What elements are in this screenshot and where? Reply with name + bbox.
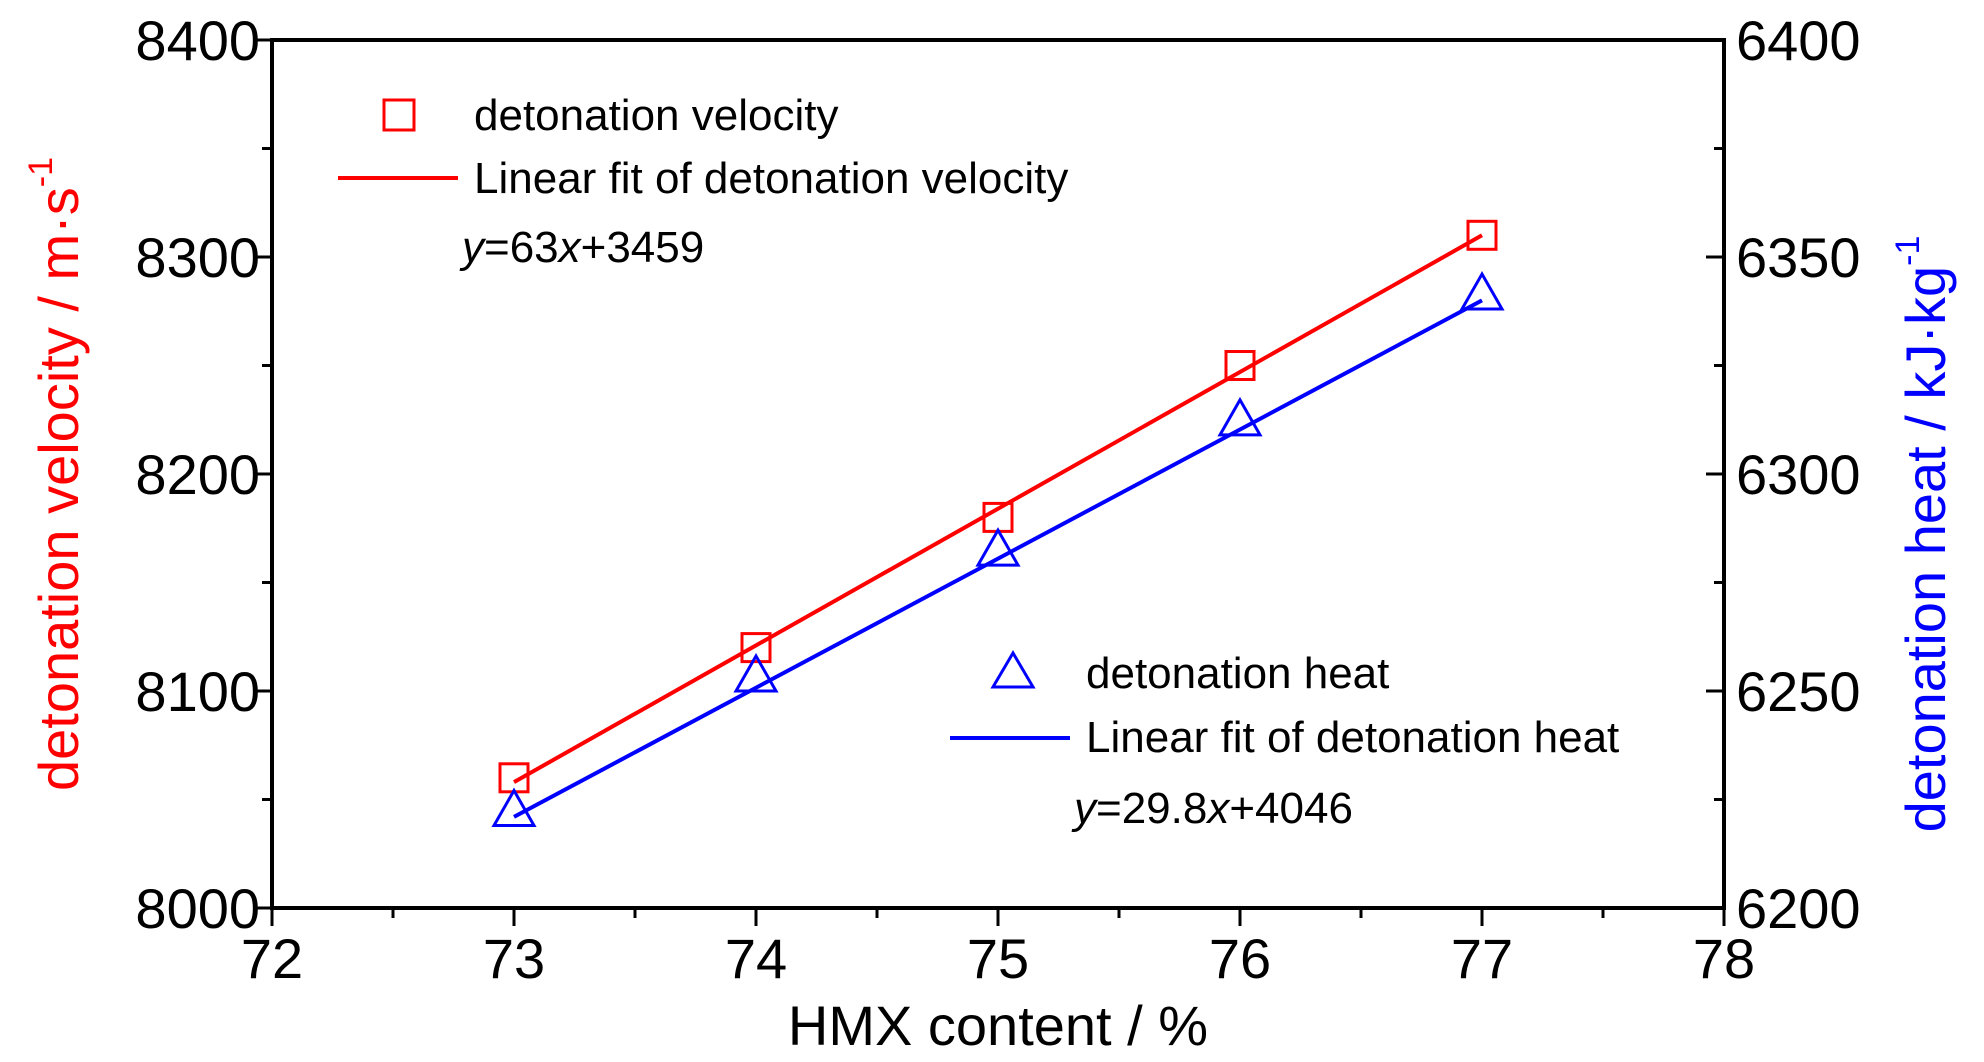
y-left-tick-label: 8100 bbox=[135, 660, 260, 723]
legend-label-velocity: detonation velocity bbox=[474, 91, 838, 140]
velocity-point bbox=[1224, 350, 1256, 381]
y-right-tick-label: 6250 bbox=[1736, 660, 1861, 723]
x-tick-label: 73 bbox=[483, 927, 545, 990]
y-left-axis-ticks: 8000 8100 8200 8300 8400 bbox=[135, 9, 272, 940]
x-tick-label: 72 bbox=[241, 927, 303, 990]
y-left-tick-label: 8000 bbox=[135, 877, 260, 940]
heat-point bbox=[1459, 271, 1505, 311]
x-tick-label: 78 bbox=[1693, 927, 1755, 990]
y-right-tick-label: 6350 bbox=[1736, 226, 1861, 289]
legend-square-marker bbox=[382, 98, 416, 132]
y-left-axis-title-main: detonation velocity / m·s bbox=[27, 187, 90, 791]
legend-label-heat: detonation heat bbox=[1086, 649, 1389, 698]
equation-heat: y=29.8x+4046 bbox=[1071, 784, 1353, 833]
x-axis-title: HMX content / % bbox=[788, 994, 1208, 1057]
legend-label-heat-fit: Linear fit of detonation heat bbox=[1086, 713, 1619, 762]
velocity-point bbox=[1466, 219, 1498, 251]
y-left-tick-label: 8400 bbox=[135, 9, 260, 72]
legend-triangle-marker bbox=[990, 650, 1036, 689]
x-tick-label: 76 bbox=[1209, 927, 1271, 990]
y-right-tick-label: 6400 bbox=[1736, 9, 1861, 72]
y-right-axis-ticks: 6200 6250 6300 6350 6400 bbox=[1706, 9, 1861, 940]
heat-point bbox=[1217, 396, 1263, 437]
x-tick-label: 74 bbox=[725, 927, 787, 990]
fit-line-heat bbox=[513, 298, 1483, 819]
y-right-axis-title-main: detonation heat / kJ·kg bbox=[1894, 266, 1957, 833]
x-axis-ticks: 72 73 74 75 76 77 78 bbox=[241, 908, 1755, 990]
y-right-axis-title: detonation heat / kJ·kg-1 bbox=[1889, 236, 1957, 833]
equation-velocity: y=63x+3459 bbox=[459, 223, 704, 272]
y-left-tick-label: 8300 bbox=[135, 226, 260, 289]
y-left-tick-label: 8200 bbox=[135, 443, 260, 506]
velocity-point bbox=[740, 632, 772, 664]
x-tick-label: 75 bbox=[967, 927, 1029, 990]
heat-point bbox=[491, 787, 537, 828]
y-right-tick-label: 6300 bbox=[1736, 443, 1861, 506]
y-left-axis-title: detonation velocity / m·s-1 bbox=[22, 157, 90, 791]
x-tick-label: 77 bbox=[1451, 927, 1513, 990]
fit-lines bbox=[513, 233, 1483, 819]
fit-line-velocity bbox=[513, 233, 1483, 784]
legend-velocity: detonation velocity Linear fit of detona… bbox=[338, 91, 1068, 272]
y-right-axis-title-sup: -1 bbox=[1889, 236, 1927, 266]
heat-point bbox=[975, 527, 1021, 567]
y-left-axis-title-sup: -1 bbox=[22, 157, 60, 187]
heat-point bbox=[733, 652, 779, 693]
legend-heat: detonation heat Linear fit of detonation… bbox=[950, 649, 1619, 833]
data-markers bbox=[491, 219, 1505, 828]
legend-label-velocity-fit: Linear fit of detonation velocity bbox=[474, 154, 1068, 203]
y-right-tick-label: 6200 bbox=[1736, 877, 1861, 940]
